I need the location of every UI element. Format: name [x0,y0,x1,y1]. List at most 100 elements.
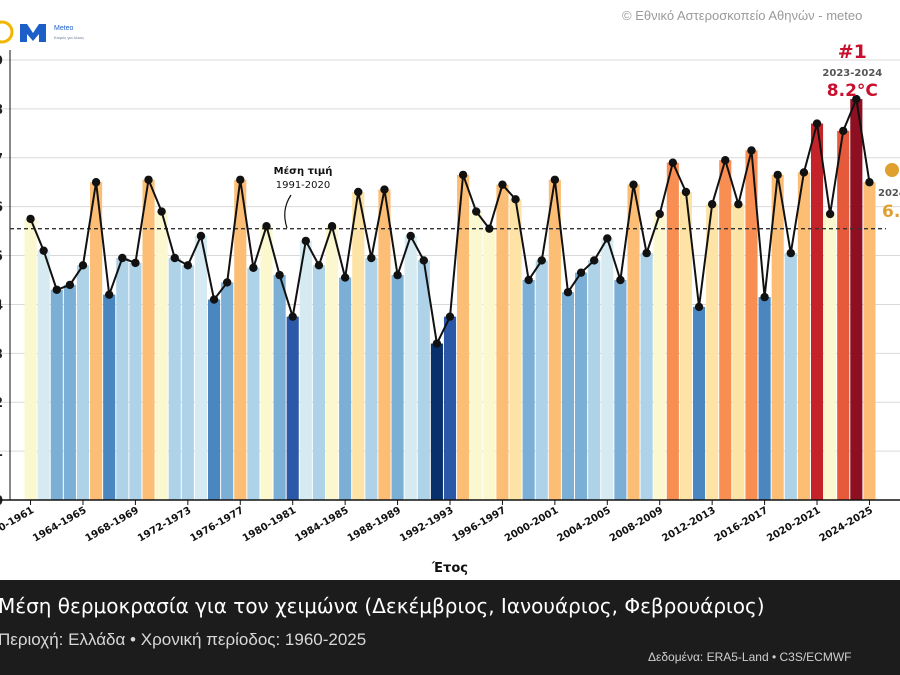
data-point [734,200,743,209]
data-point [209,295,219,304]
data-point [563,288,573,297]
bar [24,218,37,500]
x-tick-label: 1976-1977 [188,505,245,544]
bar [588,260,601,500]
data-point [354,187,363,197]
data-point [537,256,546,265]
x-tick-label: 1960-1961 [0,505,36,544]
x-tick-label: 2000-2001 [503,505,560,544]
bar [129,262,142,500]
bar [824,214,837,500]
y-tick-label: 2 [0,396,3,411]
bar [548,179,561,500]
data-point [694,302,704,312]
data-point [524,275,533,285]
bar [810,123,824,501]
data-point [642,248,651,258]
bar [496,184,509,500]
bar [509,199,522,501]
data-point [721,156,730,165]
x-tick-label: 2016-2017 [713,505,770,544]
x-tick-label: 1980-1981 [241,505,298,544]
data-point [262,222,271,231]
data-source: Δεδομένα: ERA5-Land • C3S/ECMWF [648,650,852,664]
bar [194,236,208,500]
bar [850,99,863,500]
data-point [105,290,114,299]
data-point [668,158,678,167]
data-point [629,180,638,189]
bar [352,192,365,500]
meteo-logo: Meteo Καιρός για όλους [0,20,84,44]
data-point [812,119,822,128]
rank-period: 2023-2024 [822,68,882,79]
reference-sublabel: 1991-2020 [276,180,331,191]
footer-panel: Μέση θερμοκρασία για τον χειμώνα (Δεκέμβ… [0,580,900,675]
data-point [865,178,874,187]
data-point [419,256,428,265]
bar [863,182,876,500]
x-tick-label: 1988-1989 [346,505,403,544]
bar [784,253,797,500]
data-point [603,234,612,243]
logo-tagline: Καιρός για όλους [54,35,84,40]
data-point [340,273,350,282]
bar [116,258,129,500]
data-point [301,236,311,246]
x-tick-label: 2012-2013 [660,505,717,544]
copyright-notice: © Εθνικό Αστεροσκοπείο Αθηνών - meteo [622,8,863,23]
bar [339,277,352,500]
bar [758,297,771,500]
logo-m-icon [20,24,46,42]
x-tick-label: 1964-1965 [31,505,88,544]
data-point [406,231,415,241]
bar [142,179,155,500]
x-tick-label: 1972-1973 [136,505,193,544]
data-point [485,224,494,233]
bar [706,204,719,500]
bar [745,150,758,500]
data-point [576,268,586,277]
data-point [616,275,625,285]
latest-value: 6.5°C [882,202,900,222]
data-point [839,126,848,136]
data-point [472,207,481,216]
data-point [799,168,809,177]
bar [640,253,653,500]
winter-temperature-chart: 0123456789Μέση τιμή1991-20201960-1961196… [0,41,900,576]
bar [692,306,706,500]
data-point [52,285,61,294]
data-point [747,146,756,155]
bar [614,280,627,500]
x-tick-label: 1968-1969 [84,505,141,544]
bar [221,282,234,500]
y-tick-label: 9 [0,54,3,69]
bar [378,189,391,501]
data-point [65,280,75,290]
bar [430,343,443,500]
bar [312,265,325,500]
data-point [26,214,35,224]
bar [286,316,299,500]
bar [247,267,260,500]
bar [260,226,273,500]
y-tick-label: 4 [0,298,3,313]
reference-label: Μέση τιμή [274,165,333,177]
logo-sun-icon [0,20,14,44]
data-point [39,246,48,255]
y-tick-label: 3 [0,347,3,362]
bar [797,172,810,500]
chart-subtitle: Περιοχή: Ελλάδα • Χρονική περίοδος: 1960… [0,630,367,649]
data-point [681,187,691,197]
bar [837,130,850,500]
data-point [118,253,127,263]
latest-period: 2024-2025 [878,188,900,199]
data-point [773,170,782,180]
data-point [78,261,88,270]
bar [365,258,378,500]
y-tick-label: 0 [0,494,3,509]
bar [76,265,90,500]
logo-text: Meteo [54,25,74,32]
data-point [288,312,297,321]
bar [404,236,417,500]
